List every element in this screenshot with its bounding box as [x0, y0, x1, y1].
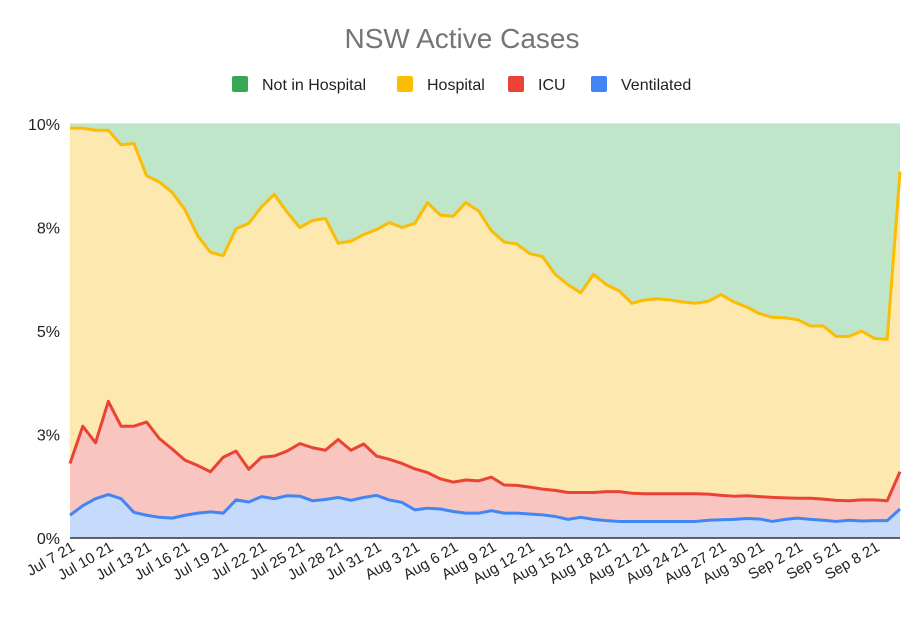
line-ventilated	[69, 493, 902, 523]
line-hospital	[70, 126, 902, 341]
legend-swatch	[397, 76, 413, 92]
y-tick-label: 3%	[37, 428, 60, 445]
legend-swatch	[232, 76, 248, 92]
legend-swatch	[508, 76, 524, 92]
area-series	[70, 124, 900, 538]
legend-item-ventilated: Ventilated	[591, 76, 691, 94]
legend-item-icu: ICU	[508, 76, 566, 94]
y-axis-ticks: 0% 3% 5% 8% 10%	[28, 117, 60, 548]
legend-item-not-in-hospital: Not in Hospital	[232, 76, 366, 94]
chart-title: NSW Active Cases	[345, 23, 580, 54]
y-tick-label: 0%	[37, 531, 60, 548]
area-icu	[70, 401, 900, 522]
legend-item-hospital: Hospital	[397, 76, 485, 94]
y-tick-label: 5%	[37, 324, 60, 341]
line-icu	[68, 399, 902, 503]
y-tick-label: 8%	[37, 221, 60, 238]
legend-label: Ventilated	[621, 77, 691, 94]
area-not-in-hospital	[70, 124, 900, 340]
area-ventilated	[70, 494, 900, 538]
y-tick-label: 10%	[28, 117, 60, 134]
legend: Not in Hospital Hospital ICU Ventilated	[232, 76, 691, 94]
legend-label: Not in Hospital	[262, 77, 366, 94]
series-lines	[68, 126, 902, 523]
legend-label: Hospital	[427, 77, 485, 94]
area-hospital	[70, 128, 900, 501]
legend-swatch	[591, 76, 607, 92]
legend-label: ICU	[538, 77, 566, 94]
